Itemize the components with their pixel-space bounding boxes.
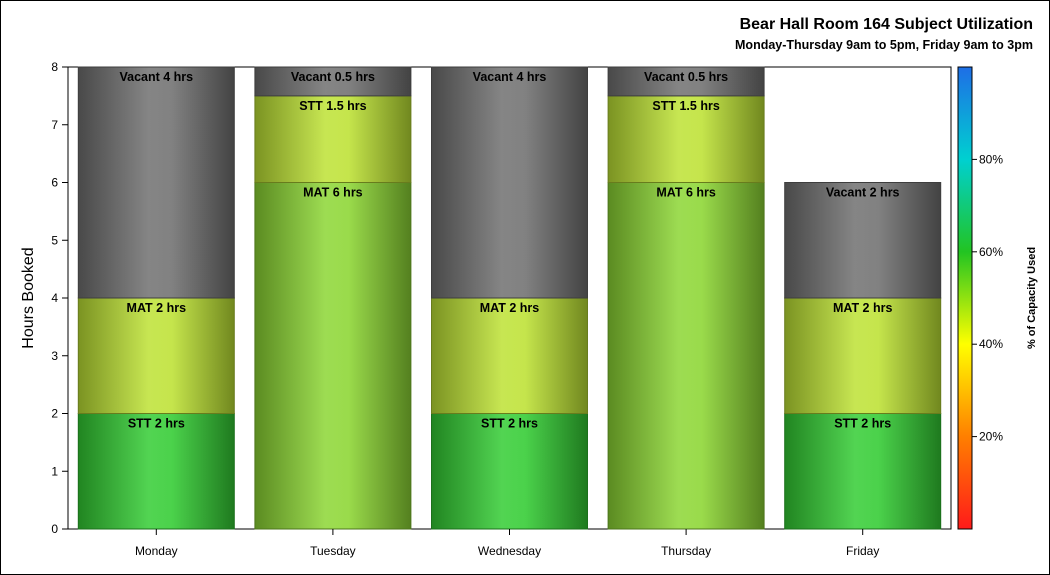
bar-segment-label: Vacant 4 hrs xyxy=(473,70,547,84)
bar-segment xyxy=(254,95,412,183)
bar-segment xyxy=(77,413,235,530)
x-tick-label: Wednesday xyxy=(478,544,541,558)
bar-segment xyxy=(77,297,235,414)
y-tick-label: 0 xyxy=(51,522,58,536)
colorbar-tick-label: 20% xyxy=(979,430,1003,444)
colorbar-tick-label: 40% xyxy=(979,337,1003,351)
bar-segment-label: MAT 2 hrs xyxy=(127,301,187,315)
bar-segment-label: Vacant 0.5 hrs xyxy=(644,70,728,84)
bar-segment xyxy=(607,66,765,97)
x-tick-label: Thursday xyxy=(661,544,711,558)
bar-segment-label: Vacant 2 hrs xyxy=(826,186,900,200)
bar-segment xyxy=(431,413,588,530)
y-tick-label: 2 xyxy=(51,407,58,421)
y-tick-label: 6 xyxy=(51,176,58,190)
colorbar-tick-label: 60% xyxy=(979,245,1003,259)
bar-segment xyxy=(431,66,588,299)
bar-segment-label: STT 2 hrs xyxy=(834,417,891,431)
bar-segment-label: MAT 6 hrs xyxy=(303,186,363,200)
colorbar-label: % of Capacity Used xyxy=(1026,247,1038,349)
bar-segment xyxy=(784,413,942,530)
bar-segment-label: STT 2 hrs xyxy=(128,417,185,431)
bar-segment-label: STT 1.5 hrs xyxy=(299,99,366,113)
bar-segment xyxy=(607,182,765,530)
y-tick-label: 3 xyxy=(51,349,58,363)
bar-segment xyxy=(254,66,412,97)
colorbar-tick-label: 80% xyxy=(979,152,1003,166)
chart-title: Bear Hall Room 164 Subject Utilization xyxy=(740,16,1033,33)
x-tick-label: Monday xyxy=(135,544,178,558)
bar-segment xyxy=(784,182,942,299)
bar-segment-label: Vacant 4 hrs xyxy=(119,70,193,84)
bar-segment-label: STT 2 hrs xyxy=(481,417,538,431)
y-axis-label: Hours Booked xyxy=(20,247,37,348)
bar-segment xyxy=(77,66,235,299)
bar-segment-label: MAT 2 hrs xyxy=(833,301,893,315)
bar-segment xyxy=(431,297,588,414)
y-tick-label: 4 xyxy=(51,291,58,305)
bar-segment xyxy=(254,182,412,530)
chart-subtitle: Monday-Thursday 9am to 5pm, Friday 9am t… xyxy=(735,38,1033,52)
y-tick-label: 7 xyxy=(51,118,58,132)
colorbar xyxy=(957,66,973,530)
bar-segment-label: STT 1.5 hrs xyxy=(652,99,719,113)
plot-area: 0 1 2 3 4 5 6 7 8 STT 2 hrs MAT 2 hrs Vacant 4 hrs M… xyxy=(51,60,1003,558)
x-tick-label: Friday xyxy=(846,544,879,558)
bar-segment-label: Vacant 0.5 hrs xyxy=(291,70,375,84)
bar-segment xyxy=(784,297,942,414)
y-tick-label: 1 xyxy=(51,464,58,478)
x-tick-label: Tuesday xyxy=(310,544,356,558)
bar-segment-label: MAT 6 hrs xyxy=(656,186,716,200)
y-tick-label: 8 xyxy=(51,60,58,74)
bar-segment-label: MAT 2 hrs xyxy=(480,301,540,315)
y-tick-label: 5 xyxy=(51,233,58,247)
